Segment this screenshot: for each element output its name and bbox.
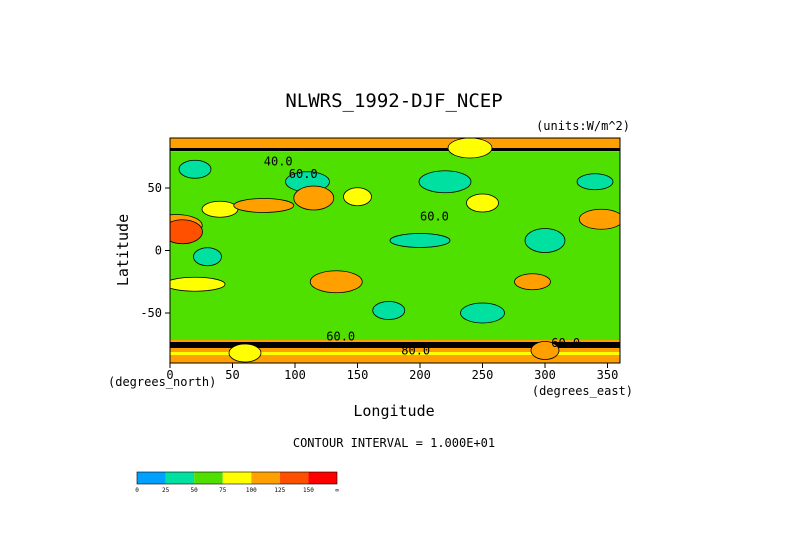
contour-label: 40.0 bbox=[264, 155, 293, 169]
field-blob bbox=[343, 187, 372, 207]
x-tick-label: 300 bbox=[534, 368, 556, 382]
colorbar-tick-label: ∞ bbox=[335, 487, 339, 494]
contour-label: 60.0 bbox=[420, 210, 449, 224]
x-tick-label: 250 bbox=[472, 368, 494, 382]
field-blob bbox=[514, 273, 551, 291]
contour-label: 60.0 bbox=[551, 336, 580, 350]
south-yellow-stripe bbox=[170, 352, 620, 355]
contour-label: 80.0 bbox=[401, 343, 430, 357]
field-blob bbox=[233, 198, 295, 213]
field-blob bbox=[389, 233, 451, 248]
field-blob bbox=[578, 208, 620, 230]
colorbar-swatch bbox=[165, 472, 195, 484]
field-blob bbox=[193, 247, 222, 267]
x-tick-label: 200 bbox=[409, 368, 431, 382]
x-axis-ticks: 0 50 100 150 200 250 300 350 bbox=[166, 363, 618, 382]
field-blob bbox=[293, 185, 335, 211]
field-blob bbox=[201, 200, 239, 218]
contour-label: 60.0 bbox=[289, 167, 318, 181]
field-blob bbox=[524, 228, 566, 253]
field-blob bbox=[466, 193, 499, 213]
field-blob bbox=[418, 170, 472, 194]
y-axis-ticks: -50 0 50 bbox=[140, 181, 170, 320]
contour-labels: 40.060.060.060.0 60.080.0 bbox=[264, 155, 580, 358]
contour-interval: CONTOUR INTERVAL = 1.000E+01 bbox=[293, 436, 495, 450]
field-blobs bbox=[170, 138, 620, 363]
field-blob bbox=[170, 219, 203, 245]
field-blob bbox=[309, 270, 363, 294]
y-unit-note: (degrees_north) bbox=[108, 375, 216, 389]
colorbar-tick-label: 0 bbox=[135, 487, 139, 494]
units-note: (units:W/m^2) bbox=[536, 119, 630, 133]
y-tick-label: 0 bbox=[155, 244, 162, 258]
x-tick-label: 0 bbox=[166, 368, 173, 382]
colorbar: 0 25 50 75 100 125 150 ∞ bbox=[135, 471, 339, 494]
field-blob bbox=[530, 341, 560, 360]
field-blob bbox=[170, 276, 226, 292]
colorbar-tick-label: 25 bbox=[162, 487, 170, 494]
field-blob bbox=[460, 302, 505, 324]
colorbar-swatch bbox=[194, 472, 223, 484]
chart-title: NLWRS_1992-DJF_NCEP bbox=[285, 90, 502, 112]
y-tick-label: 50 bbox=[148, 181, 162, 195]
field-blob bbox=[576, 173, 614, 191]
x-tick-label: 350 bbox=[597, 368, 619, 382]
colorbar-tick-label: 100 bbox=[246, 487, 257, 494]
field-blob bbox=[228, 343, 262, 363]
x-tick-label: 100 bbox=[284, 368, 306, 382]
plot-area: 40.060.060.060.0 60.080.0 bbox=[170, 138, 620, 363]
colorbar-swatch bbox=[222, 472, 252, 484]
colorbar-swatch bbox=[308, 472, 337, 484]
colorbar-swatch bbox=[279, 472, 309, 484]
y-axis-label: Latitude bbox=[114, 214, 132, 286]
x-unit-note: (degrees_east) bbox=[532, 384, 633, 398]
colorbar-tick-label: 150 bbox=[303, 487, 314, 494]
colorbar-swatch bbox=[137, 472, 166, 484]
x-tick-label: 50 bbox=[225, 368, 239, 382]
contour-label: 60.0 bbox=[326, 330, 355, 344]
colorbar-swatch bbox=[251, 472, 280, 484]
x-axis-label: Longitude bbox=[353, 402, 434, 420]
polar-bands bbox=[170, 138, 620, 363]
colorbar-tick-label: 75 bbox=[219, 487, 227, 494]
north-contour-cluster bbox=[170, 148, 620, 151]
colorbar-tick-label: 125 bbox=[274, 487, 285, 494]
x-tick-label: 150 bbox=[347, 368, 369, 382]
field-blob bbox=[372, 301, 406, 320]
field-blob bbox=[447, 138, 493, 159]
colorbar-frame bbox=[136, 471, 338, 485]
south-contour-cluster bbox=[170, 342, 620, 348]
field-blob bbox=[178, 159, 212, 179]
y-tick-label: -50 bbox=[140, 306, 162, 320]
colorbar-tick-label: 50 bbox=[191, 487, 199, 494]
